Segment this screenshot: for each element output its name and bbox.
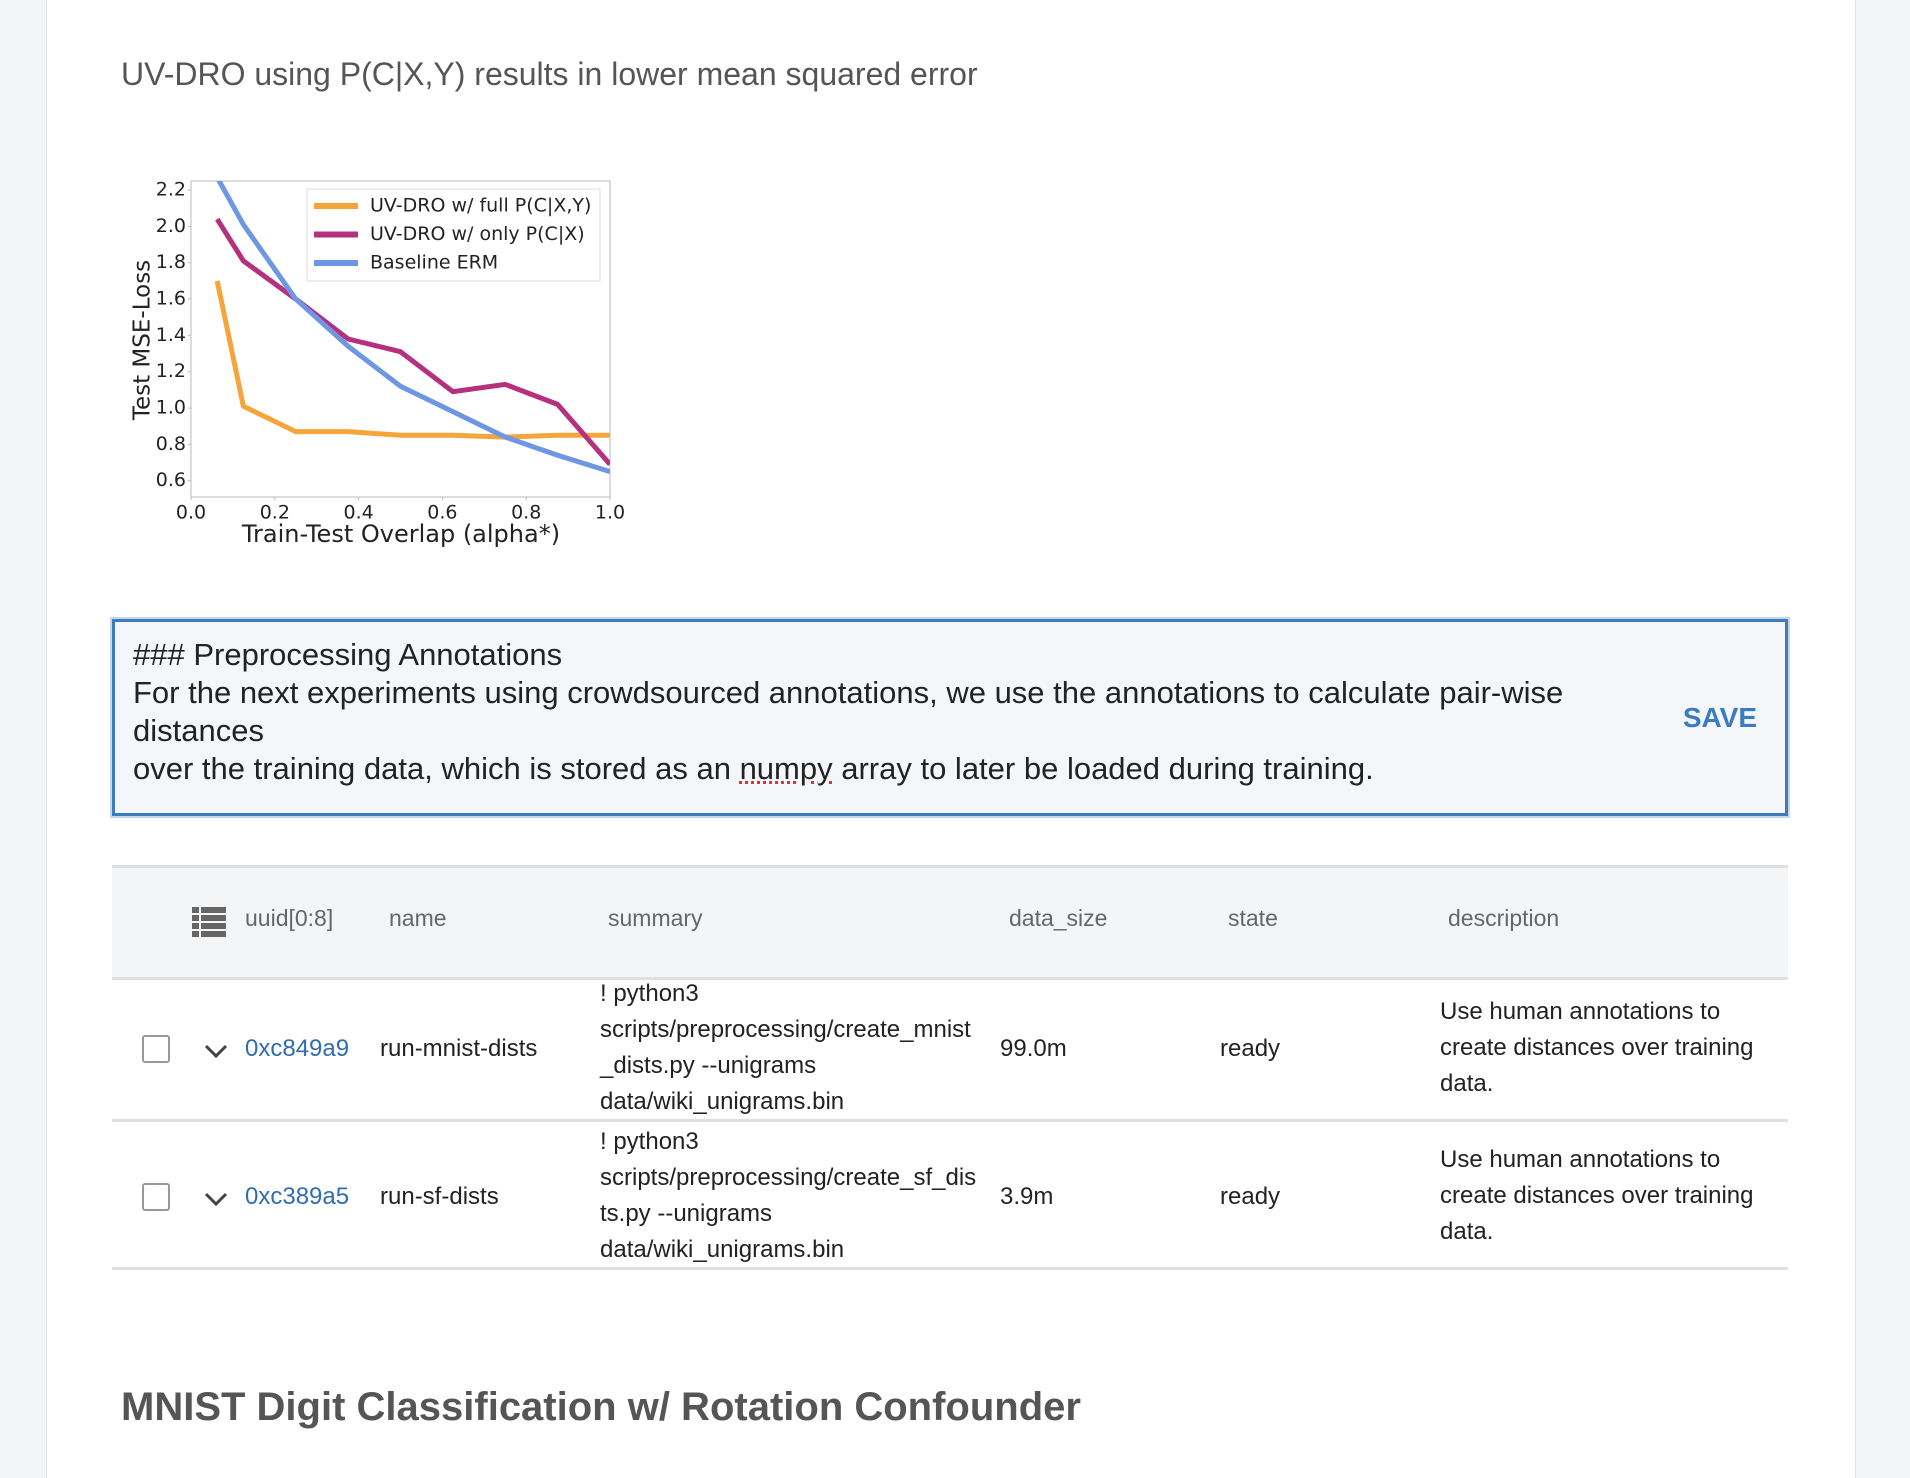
row-checkbox[interactable] [142, 1183, 170, 1211]
markdown-text: ### Preprocessing Annotations For the nex… [133, 636, 1633, 788]
column-header[interactable]: summary [608, 905, 703, 931]
table-cell: run-sf-dists [380, 1183, 499, 1210]
y-tick-label: 1.0 [156, 397, 186, 419]
plot-lines [214, 181, 610, 474]
y-tick-label: 2.0 [156, 215, 186, 237]
column-header[interactable]: data_size [1009, 905, 1108, 931]
table-cell: run-mnist-dists [380, 1035, 538, 1062]
chevron [204, 1192, 228, 1207]
row-divider [112, 1267, 1788, 1270]
x-tick-label: 1.0 [595, 502, 625, 524]
table-icon[interactable] [192, 907, 226, 937]
markdown-line: For the next experiments using crowdsour… [133, 675, 1564, 748]
y-tick-label: 1.8 [156, 251, 186, 273]
column-header[interactable]: description [1448, 905, 1560, 931]
legend-label: UV-DRO w/ full P(C|X,Y) [370, 195, 591, 217]
markdown-line: over the training data, which is stored … [133, 751, 1374, 786]
y-tick-label: 0.8 [156, 433, 186, 455]
chevron [204, 1044, 228, 1059]
description-cell: Use human annotations to create distance… [1440, 998, 1754, 1097]
x-tick-label: 0.2 [260, 502, 290, 524]
y-tick-label: 1.4 [156, 324, 186, 346]
summary-cell: ! python3 scripts/preprocessing/create_m… [600, 980, 971, 1115]
table-cell: ready [1220, 1183, 1281, 1210]
uuid-link[interactable]: 0xc389a5 [245, 1183, 350, 1210]
series-line [214, 280, 610, 440]
x-tick-label: 0.6 [427, 502, 457, 524]
save-button[interactable]: SAVE [1682, 702, 1757, 733]
markdown-line: ### Preprocessing Annotations [133, 637, 563, 672]
x-tick-label: 0.0 [176, 502, 206, 524]
column-header[interactable]: uuid[0:8] [245, 905, 334, 931]
y-tick-label: 2.2 [156, 179, 186, 201]
summary-cell: ! python3 scripts/preprocessing/create_s… [600, 1128, 977, 1263]
x-axis-label: Train-Test Overlap (alpha*) [241, 520, 560, 548]
y-tick-label: 0.6 [156, 469, 186, 491]
expand-chevron[interactable] [203, 1191, 229, 1207]
y-axis-label: Test MSE-Loss [130, 260, 156, 421]
column-header[interactable]: state [1228, 905, 1278, 931]
description-cell: Use human annotations to create distance… [1440, 1146, 1754, 1245]
x-tick-label: 0.8 [511, 502, 541, 524]
y-tick-label: 1.6 [156, 288, 186, 310]
section-heading: MNIST Digit Classification w/ Rotation C… [121, 1385, 1081, 1429]
legend-label: Baseline ERM [370, 252, 498, 274]
row-checkbox[interactable] [142, 1035, 170, 1063]
x-tick-label: 0.4 [343, 502, 373, 524]
series-line [216, 181, 610, 474]
series-line [215, 217, 610, 466]
caption: UV-DRO using P(C|X,Y) results in lower m… [121, 56, 978, 92]
uuid-link[interactable]: 0xc849a9 [245, 1035, 350, 1062]
column-header[interactable]: name [389, 905, 447, 931]
expand-chevron[interactable] [203, 1043, 229, 1059]
table-cell: 3.9m [1000, 1183, 1054, 1210]
chart: Train-Test Overlap (alpha*) Test MSE-Los… [130, 179, 626, 548]
table-cell: 99.0m [1000, 1035, 1067, 1062]
table-header [112, 865, 1788, 980]
legend-label: UV-DRO w/ only P(C|X) [370, 223, 585, 245]
row-divider [112, 1119, 1788, 1122]
markdown-editor[interactable]: ### Preprocessing Annotations For the nex… [112, 619, 1788, 816]
y-tick-label: 1.2 [156, 360, 186, 382]
table-cell: ready [1220, 1035, 1281, 1062]
